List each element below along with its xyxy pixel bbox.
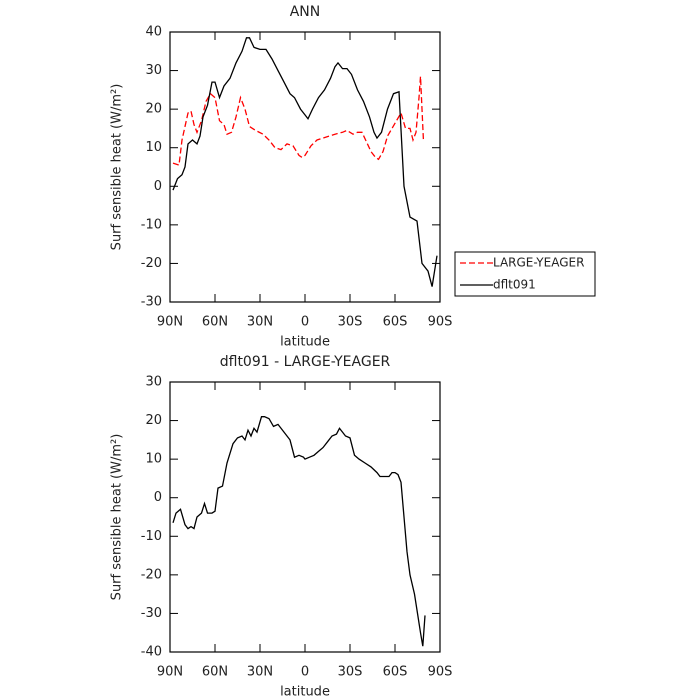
plot-frame: [169, 31, 441, 303]
chart-title: ANN: [290, 4, 321, 20]
y-tick-label: 40: [145, 25, 162, 40]
y-tick-label: 10: [145, 452, 162, 467]
y-tick-label: -10: [141, 529, 162, 544]
legend-label: LARGE-YEAGER: [493, 256, 584, 270]
x-tick-label: 60S: [383, 665, 408, 680]
x-axis-label: latitude: [280, 685, 330, 700]
y-tick-label: -30: [141, 295, 162, 310]
x-tick-label: 60N: [202, 665, 228, 680]
x-tick-label: 0: [301, 315, 309, 330]
plot-frame: [169, 381, 441, 653]
x-tick-label: 60N: [202, 315, 228, 330]
chart-title: dflt091 - LARGE-YEAGER: [220, 354, 391, 370]
x-tick-label: 90N: [157, 315, 183, 330]
y-tick-label: 20: [145, 413, 162, 428]
legend-box: [454, 251, 596, 297]
legend-label: dflt091: [493, 278, 536, 292]
y-tick-label: 20: [145, 102, 162, 117]
y-tick-label: -40: [141, 645, 162, 660]
x-tick-label: 90S: [428, 665, 453, 680]
data-line: [172, 37, 438, 287]
y-tick-label: 30: [145, 63, 162, 78]
y-tick-label: 30: [145, 375, 162, 390]
x-tick-label: 90N: [157, 665, 183, 680]
y-tick-label: 0: [154, 490, 162, 505]
y-axis-label: Surf sensible heat (W/m²): [110, 434, 125, 601]
x-tick-label: 90S: [428, 315, 453, 330]
y-tick-label: -20: [141, 567, 162, 582]
y-tick-label: 10: [145, 140, 162, 155]
x-tick-label: 30N: [247, 665, 273, 680]
y-tick-label: -30: [141, 606, 162, 621]
x-tick-label: 30N: [247, 315, 273, 330]
data-line: [172, 76, 425, 166]
y-axis-label: Surf sensible heat (W/m²): [110, 84, 125, 251]
x-tick-label: 60S: [383, 315, 408, 330]
y-tick-label: -20: [141, 256, 162, 271]
x-tick-label: 0: [301, 665, 309, 680]
data-line: [172, 416, 426, 647]
y-tick-label: 0: [154, 179, 162, 194]
x-tick-label: 30S: [338, 665, 363, 680]
x-tick-label: 30S: [338, 315, 363, 330]
y-tick-label: -10: [141, 217, 162, 232]
x-axis-label: latitude: [280, 335, 330, 350]
